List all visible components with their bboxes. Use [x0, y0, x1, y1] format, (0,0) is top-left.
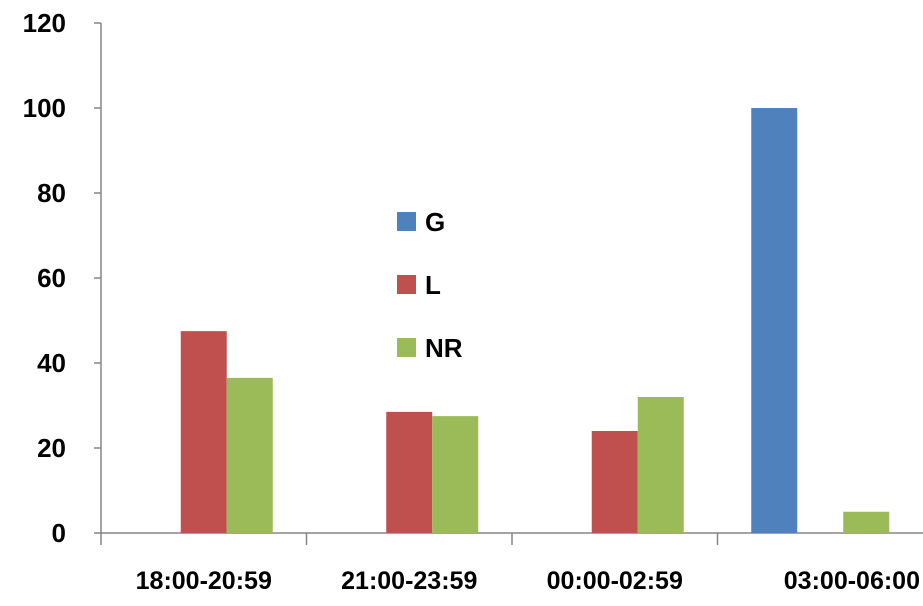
legend-swatch-g	[397, 212, 416, 231]
bars	[180, 108, 890, 533]
legend-label-g: G	[425, 207, 445, 237]
legend-label-l: L	[425, 270, 441, 300]
y-tick-label: 60	[37, 263, 66, 293]
x-tick-label: 18:00-20:59	[136, 567, 272, 595]
bar-g-3	[751, 108, 798, 533]
y-axis: 0 20 40 60 80 100 120	[23, 8, 102, 548]
bar-nr-1	[432, 416, 479, 533]
x-tick-label: 03:00-06:00	[784, 567, 920, 595]
bar-nr-2	[637, 397, 684, 533]
y-tick-label: 0	[52, 518, 66, 548]
legend: G L NR	[397, 207, 463, 363]
bar-nr-3	[843, 511, 890, 533]
bar-l-1	[386, 411, 433, 533]
legend-label-nr: NR	[425, 333, 463, 363]
y-tick-label: 120	[23, 8, 66, 38]
y-tick-label: 40	[37, 348, 66, 378]
y-tick-label: 80	[37, 178, 66, 208]
bar-nr-0	[226, 377, 273, 533]
x-axis: 18:00-20:59 21:00-23:59 00:00-02:59 03:00-0…	[100, 532, 923, 595]
bar-l-0	[180, 331, 227, 533]
bar-l-2	[591, 431, 638, 533]
legend-swatch-l	[397, 275, 416, 294]
legend-swatch-nr	[397, 338, 416, 357]
y-tick-label: 100	[23, 93, 66, 123]
x-tick-label: 00:00-02:59	[547, 567, 683, 595]
x-tick-label: 21:00-23:59	[341, 567, 477, 595]
y-tick-label: 20	[37, 433, 66, 463]
